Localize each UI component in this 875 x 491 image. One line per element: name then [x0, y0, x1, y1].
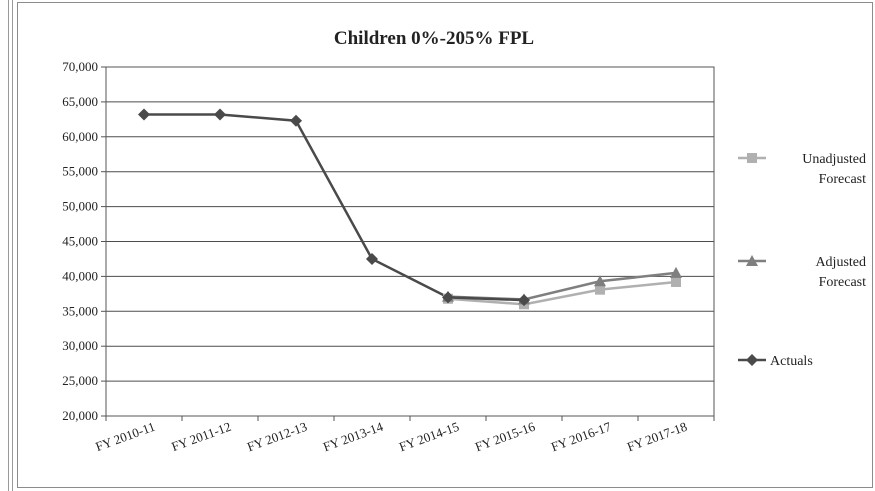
- actuals-legend-marker: [746, 354, 758, 366]
- adjusted-forecast-legend-label: Adjusted: [815, 255, 866, 270]
- grid-lines: [106, 101, 714, 382]
- y-tick-label: 40,000: [62, 268, 98, 283]
- y-tick-label: 60,000: [62, 129, 98, 144]
- series-lines: [144, 113, 677, 306]
- actuals-line: [144, 113, 525, 302]
- unadjusted-forecast-legend-label: Forecast: [819, 172, 867, 187]
- unadjusted-forecast-point: [595, 284, 605, 295]
- legend: Unadjusted Forecast Adjusted Forecast Actual…: [738, 152, 866, 369]
- y-tick-label: 70,000: [62, 59, 98, 74]
- unadjusted-forecast-point: [671, 276, 681, 287]
- x-tick-label: FY 2011-12: [169, 419, 233, 454]
- actuals-point: [290, 114, 302, 127]
- y-tick-label: 55,000: [62, 164, 98, 179]
- y-tick-label: 65,000: [62, 94, 98, 109]
- actuals-point: [138, 108, 150, 121]
- x-tick-label: FY 2017-18: [625, 419, 689, 455]
- chart-title: Children 0%-205% FPL: [334, 28, 534, 49]
- y-tick-label: 20,000: [62, 408, 98, 423]
- unadjusted-forecast-legend-marker: [747, 153, 757, 163]
- x-axis-ticks: FY 2010-11 FY 2011-12 FY 2012-13 FY 2013-14…: [93, 416, 715, 455]
- actuals-point: [214, 108, 226, 121]
- actuals-point: [442, 291, 454, 304]
- adjusted-forecast-legend-marker: [746, 255, 758, 266]
- series-markers: [138, 108, 682, 310]
- unadjusted-forecast-legend-label: Unadjusted: [802, 152, 866, 167]
- x-tick-label: FY 2014-15: [397, 419, 461, 455]
- x-tick-label: FY 2015-16: [473, 419, 538, 455]
- actuals-point: [366, 252, 378, 265]
- actuals-point: [518, 294, 530, 307]
- actuals-legend-label: Actuals: [770, 354, 813, 369]
- y-tick-label: 25,000: [62, 373, 98, 388]
- chart-frame: Children 0%-205% FPL 20,000 25,000 30,000 3…: [17, 2, 873, 488]
- unadjusted-forecast-line: [447, 280, 677, 306]
- y-tick-label: 45,000: [62, 234, 98, 249]
- y-tick-label: 50,000: [62, 199, 98, 214]
- adjusted-forecast-point: [670, 266, 682, 278]
- y-tick-label: 30,000: [62, 338, 98, 353]
- line-chart: Children 0%-205% FPL 20,000 25,000 30,000 3…: [62, 28, 866, 455]
- y-tick-label: 35,000: [62, 303, 98, 318]
- adjusted-forecast-point: [594, 275, 606, 287]
- x-tick-label: FY 2010-11: [93, 419, 157, 454]
- x-tick-label: FY 2013-14: [321, 419, 386, 455]
- left-divider: [8, 0, 13, 491]
- y-axis-ticks: 20,000 25,000 30,000 35,000 40,000 45,000 50,0…: [62, 59, 106, 423]
- adjusted-forecast-legend-label: Forecast: [819, 275, 867, 290]
- x-tick-label: FY 2016-17: [549, 419, 614, 455]
- x-tick-label: FY 2012-13: [245, 419, 309, 455]
